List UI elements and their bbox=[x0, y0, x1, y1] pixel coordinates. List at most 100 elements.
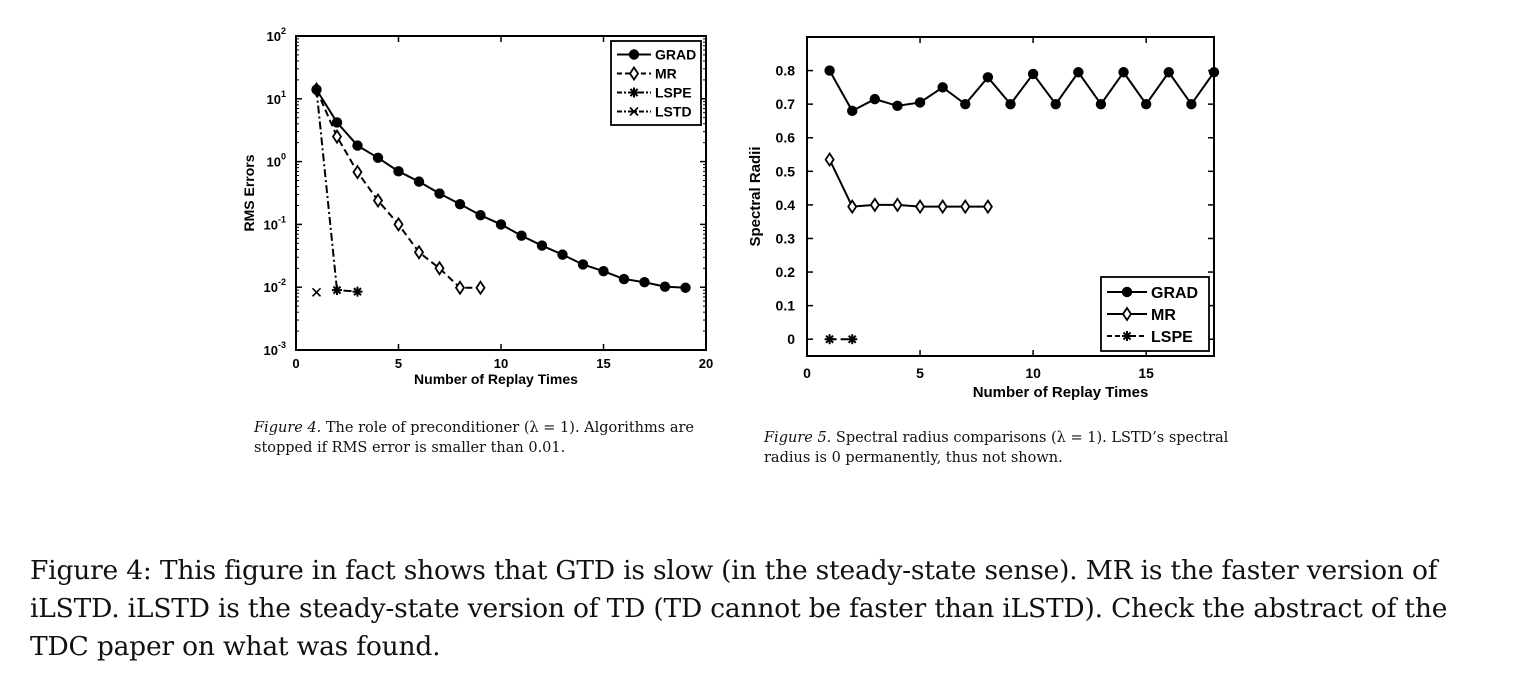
x-tick-label: 10 bbox=[494, 356, 508, 371]
y-tick-label: 0.1 bbox=[776, 298, 796, 314]
grad-point bbox=[1186, 98, 1197, 110]
y-tick-label: 0.4 bbox=[776, 197, 796, 213]
grad-point bbox=[495, 219, 507, 230]
y-tick-label: 10-2 bbox=[264, 277, 286, 295]
figure-5-caption-label: Figure 5. bbox=[764, 430, 832, 446]
grad-point bbox=[454, 198, 466, 210]
grad-point bbox=[331, 117, 343, 128]
lspe-series bbox=[311, 84, 363, 297]
grad-point bbox=[960, 98, 971, 110]
legend-marker-lspe bbox=[629, 87, 639, 98]
grad-point bbox=[824, 65, 835, 76]
mr-point bbox=[331, 128, 343, 145]
grad-line bbox=[828, 70, 1215, 113]
legend: GRAD MR LSPE bbox=[1100, 276, 1210, 352]
grad-point bbox=[982, 72, 994, 83]
grad-point bbox=[869, 93, 881, 105]
lspe-point bbox=[824, 334, 835, 345]
spectral-radii-chart: 0 5 10 15 0 0.1 0.2 0.3 0.4 0.5 0.6 0.7 0.8 Number of… bbox=[747, 36, 1220, 401]
grad-point bbox=[1140, 98, 1152, 110]
grad-point bbox=[598, 265, 609, 277]
mr-point bbox=[960, 198, 971, 215]
grad-point bbox=[1118, 67, 1129, 78]
lspe-point bbox=[352, 286, 363, 297]
mr-series bbox=[824, 151, 993, 215]
grad-point bbox=[1208, 67, 1220, 78]
legend-label-lstd: LSTD bbox=[655, 104, 692, 120]
grad-point bbox=[393, 166, 404, 177]
legend-label-grad: GRAD bbox=[655, 47, 696, 63]
grad-point bbox=[914, 97, 926, 108]
grad-point bbox=[516, 230, 527, 241]
grad-point bbox=[618, 273, 630, 285]
grad-point bbox=[1027, 68, 1039, 80]
y-tick-label: 100 bbox=[267, 152, 286, 170]
y-tick-label: 0.8 bbox=[776, 63, 796, 79]
x-tick-label: 5 bbox=[395, 356, 402, 371]
figure-4-caption-text: The role of preconditioner (λ = 1). Algo… bbox=[254, 420, 694, 456]
legend-marker-mr bbox=[1121, 306, 1133, 322]
mr-point bbox=[937, 198, 948, 215]
y-tick-label: 0.2 bbox=[776, 264, 796, 280]
mr-point bbox=[393, 216, 404, 233]
lspe-line bbox=[315, 89, 358, 293]
lspe-series bbox=[824, 334, 858, 345]
mr-point bbox=[982, 198, 993, 215]
y-tick-label: 0.5 bbox=[776, 163, 796, 179]
y-tick-label: 102 bbox=[267, 26, 286, 44]
legend-label-lspe: LSPE bbox=[655, 85, 692, 101]
grad-point bbox=[577, 259, 589, 270]
y-tick-label: 0.7 bbox=[776, 96, 796, 112]
grad-point bbox=[659, 281, 671, 292]
figure-4-caption: Figure 4. The role of preconditioner (λ … bbox=[254, 418, 734, 458]
x-tick-label: 0 bbox=[292, 356, 299, 371]
grad-point bbox=[475, 210, 486, 221]
grad-point bbox=[372, 152, 384, 163]
grad-point bbox=[557, 249, 568, 260]
lstd-series bbox=[311, 287, 322, 297]
lstd-point bbox=[311, 287, 322, 297]
figure-4-caption-label: Figure 4. bbox=[254, 420, 322, 436]
grad-point bbox=[680, 282, 691, 293]
grad-point bbox=[1163, 67, 1174, 78]
x-tick-label: 20 bbox=[699, 356, 713, 371]
grad-point bbox=[413, 176, 425, 187]
x-tick-label: 5 bbox=[916, 365, 924, 381]
mr-point bbox=[413, 244, 425, 260]
mr-point bbox=[824, 151, 835, 168]
legend-marker-grad bbox=[628, 49, 640, 60]
grad-point bbox=[847, 105, 858, 117]
mr-line bbox=[828, 159, 988, 208]
grad-point bbox=[352, 140, 363, 151]
legend: GRAD MR LSPE LSTD bbox=[610, 40, 702, 126]
grad-point bbox=[937, 82, 948, 93]
mr-point bbox=[434, 260, 445, 276]
legend-marker-grad bbox=[1121, 286, 1133, 298]
grad-series bbox=[311, 84, 691, 293]
mr-point bbox=[847, 198, 858, 215]
grad-series bbox=[824, 65, 1220, 117]
grad-point bbox=[434, 188, 445, 199]
lspe-point bbox=[847, 334, 858, 345]
grad-point bbox=[536, 240, 548, 251]
figure-5-caption: Figure 5. Spectral radius comparisons (λ… bbox=[764, 428, 1254, 468]
grad-point bbox=[1050, 98, 1061, 110]
mr-point bbox=[352, 164, 363, 180]
y-tick-label: 0.6 bbox=[776, 130, 796, 146]
grad-point bbox=[1005, 98, 1016, 110]
legend-label-lspe: LSPE bbox=[1151, 329, 1193, 346]
mr-point bbox=[892, 197, 903, 213]
legend-label-mr: MR bbox=[655, 66, 677, 82]
legend-marker-lstd bbox=[629, 106, 639, 117]
rms-errors-chart: 0 5 10 15 20 10-3 10-2 10-1 100 101 102 Number of R… bbox=[241, 26, 713, 387]
legend-marker-lspe bbox=[1122, 331, 1132, 341]
x-axis-label: Number of Replay Times bbox=[414, 371, 578, 387]
legend-label-mr: MR bbox=[1151, 307, 1176, 324]
y-axis-label: RMS Errors bbox=[241, 154, 257, 231]
grad-point bbox=[639, 277, 650, 288]
y-axis-label: Spectral Radii bbox=[747, 146, 764, 246]
lspe-point bbox=[311, 84, 322, 95]
x-tick-label: 15 bbox=[1138, 365, 1154, 381]
legend-marker-mr bbox=[628, 65, 640, 82]
plot-frame bbox=[806, 36, 1215, 357]
